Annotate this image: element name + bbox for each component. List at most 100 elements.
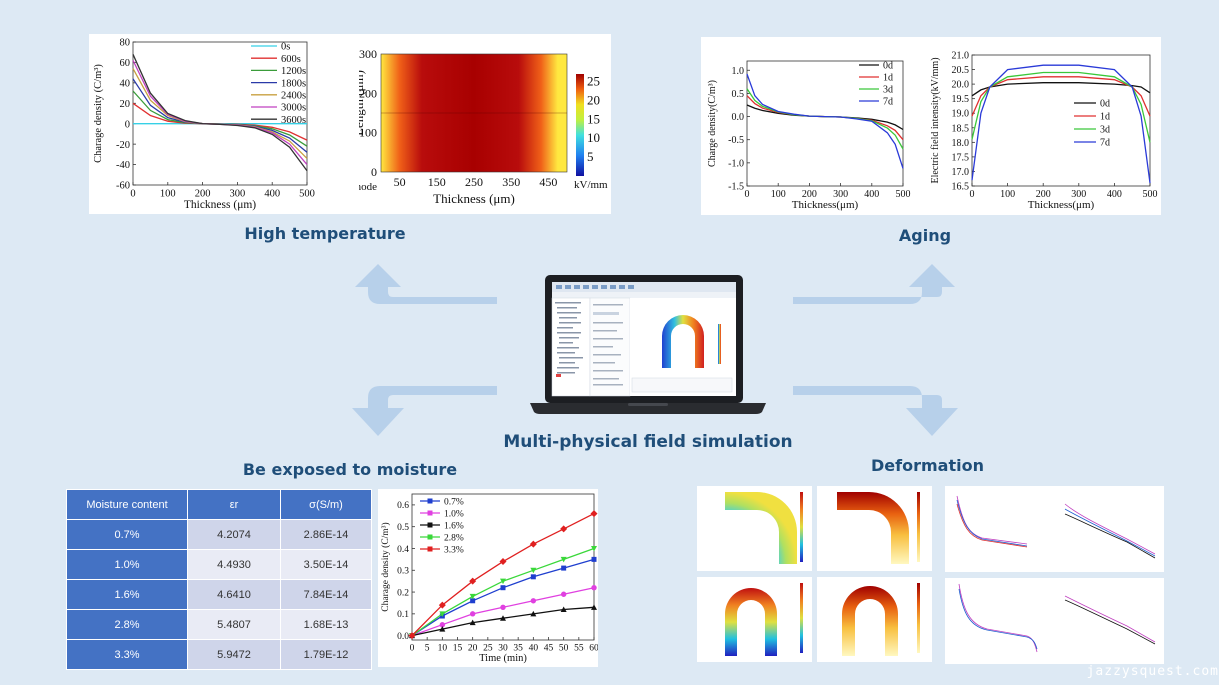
y-tick-label: 20 <box>120 99 131 110</box>
legend-label: 0d <box>1100 99 1110 110</box>
x-tick-label: 400 <box>864 189 879 200</box>
data-point <box>470 598 476 604</box>
bend-field <box>837 492 909 564</box>
series-line-3d <box>971 71 1151 143</box>
legend-label: 1d <box>1100 112 1110 123</box>
bend-charge-field <box>725 492 797 564</box>
y-tick-label: 0.5 <box>397 523 409 533</box>
data-point <box>530 574 536 580</box>
x-tick-label: 30 <box>498 644 508 654</box>
moisture-cell: 2.8% <box>66 609 188 640</box>
x-tick-label: 55 <box>574 644 584 654</box>
deform-line <box>1064 599 1156 645</box>
y-tick-label: 19.0 <box>952 109 970 120</box>
x-axis-label: Thickness (μm) <box>184 199 256 211</box>
moisture-cell: 7.84E-14 <box>280 579 372 610</box>
deform-line <box>1064 595 1156 643</box>
u-shape-field <box>662 315 704 368</box>
deformation-line-panel <box>945 578 1164 664</box>
x-tick-label: 450 <box>539 175 557 189</box>
legend-marker <box>427 546 433 552</box>
center-title: Multi-physical field simulation <box>503 432 793 452</box>
high-temperature-title: High temperature <box>244 224 406 243</box>
x-tick-label: 0 <box>410 644 415 654</box>
moisture-charge-chart: 0 5 10 15 20 25 30 35 40 45 50 55 60 0.0 0.1 0.2 0.3 0.4 0… <box>380 493 599 664</box>
table-row: 3.3% 5.9472 1.79E-12 <box>66 639 372 670</box>
aging-field-chart: 0 100 200 300 400 500 21.0 20.5 20.0 19.5 19.0 18.5… <box>930 51 1158 212</box>
data-point <box>530 610 537 617</box>
data-point <box>530 567 537 574</box>
x-axis-label: Thickness(μm) <box>1028 199 1095 211</box>
laptop-base <box>530 403 766 414</box>
moisture-title: Be exposed to moisture <box>242 460 458 479</box>
legend-label: 1200s <box>281 66 306 77</box>
x-tick-label: 0 <box>745 189 750 200</box>
legend-marker <box>427 534 433 540</box>
series-line-7d <box>971 64 1151 184</box>
colorbar-tick-label: 25 <box>587 74 600 89</box>
data-point <box>591 556 597 562</box>
moisture-cell: 2.86E-14 <box>280 519 372 550</box>
x-tick-label: 60 <box>589 644 598 654</box>
data-point <box>560 556 567 563</box>
moisture-cell: 5.4807 <box>187 609 281 640</box>
y-tick-label: 300 <box>359 47 377 61</box>
data-point <box>561 565 567 571</box>
y-tick-label: 0.4 <box>397 545 409 555</box>
data-point <box>500 615 506 621</box>
x-tick-label: 200 <box>195 189 211 200</box>
x-tick-label: 10 <box>438 644 448 654</box>
table-row: 0.7% 4.2074 2.86E-14 <box>66 519 372 550</box>
series-line-7d <box>746 73 904 169</box>
moisture-cell: 3.3% <box>66 639 188 670</box>
y-axis-label: Length (μm) <box>359 70 366 136</box>
deform-line <box>956 499 1028 547</box>
y-tick-label: 0.5 <box>732 89 745 100</box>
y-tick-label: 17.5 <box>952 152 970 163</box>
x-tick-label: 500 <box>299 189 315 200</box>
y-tick-label: -1.0 <box>728 158 744 169</box>
x-tick-label: 500 <box>896 189 911 200</box>
deformation-figures <box>697 486 1164 664</box>
aging-panel: 0 100 200 300 400 500 1.0 0.5 0.0 -0.5 -1.0 -1.5 Thi… <box>701 37 1161 215</box>
colorbar-tick-label: 5 <box>587 149 594 164</box>
y-axis-label: Charge density(C/m³) <box>707 80 718 167</box>
data-point <box>439 611 446 617</box>
series-line-0d <box>971 82 1151 97</box>
deform-line <box>1064 503 1156 555</box>
y-tick-label: -60 <box>116 181 130 192</box>
legend-label: 1800s <box>281 78 306 89</box>
table-row: 2.8% 5.4807 1.68E-13 <box>66 609 372 640</box>
y-tick-label: 40 <box>120 79 131 90</box>
data-point <box>591 545 597 552</box>
x-axis-label: Thickness(μm) <box>792 199 859 211</box>
legend-label: 3.3% <box>444 545 464 555</box>
legend-marker <box>427 498 433 504</box>
moisture-cell: 4.4930 <box>187 549 281 580</box>
y-tick-label: -0.5 <box>728 135 744 146</box>
x-tick-label: 300 <box>833 189 848 200</box>
data-point <box>591 585 597 591</box>
x-tick-label: 50 <box>394 175 406 189</box>
y-tick-label: 20.5 <box>952 65 970 76</box>
x-tick-label: 25 <box>483 644 493 654</box>
colorbar-tick-label: 15 <box>587 111 600 126</box>
table-row: 1.0% 4.4930 3.50E-14 <box>66 549 372 580</box>
x-tick-label: 150 <box>428 175 446 189</box>
moisture-cell: 3.50E-14 <box>280 549 372 580</box>
x-tick-label: 20 <box>468 644 478 654</box>
moisture-chart-panel: 0 5 10 15 20 25 30 35 40 45 50 55 60 0.0 0.1 0.2 0.3 0.4 0… <box>378 489 599 667</box>
series-line-3600s <box>132 54 308 172</box>
data-point <box>529 540 537 548</box>
moisture-cell: 0.7% <box>66 519 188 550</box>
data-point <box>469 611 476 617</box>
plot-frame <box>746 60 904 187</box>
data-point <box>469 593 476 600</box>
y-tick-label: 100 <box>359 126 377 140</box>
y-tick-label: 17.0 <box>952 167 970 178</box>
moisture-cell: 4.2074 <box>187 519 281 550</box>
moisture-header-permittivity: εr <box>187 489 281 520</box>
arrow-up-right <box>793 264 955 304</box>
x-axis-label: Thickness (μm) <box>433 191 515 206</box>
watermark: jazzysquest.com <box>1086 664 1219 679</box>
